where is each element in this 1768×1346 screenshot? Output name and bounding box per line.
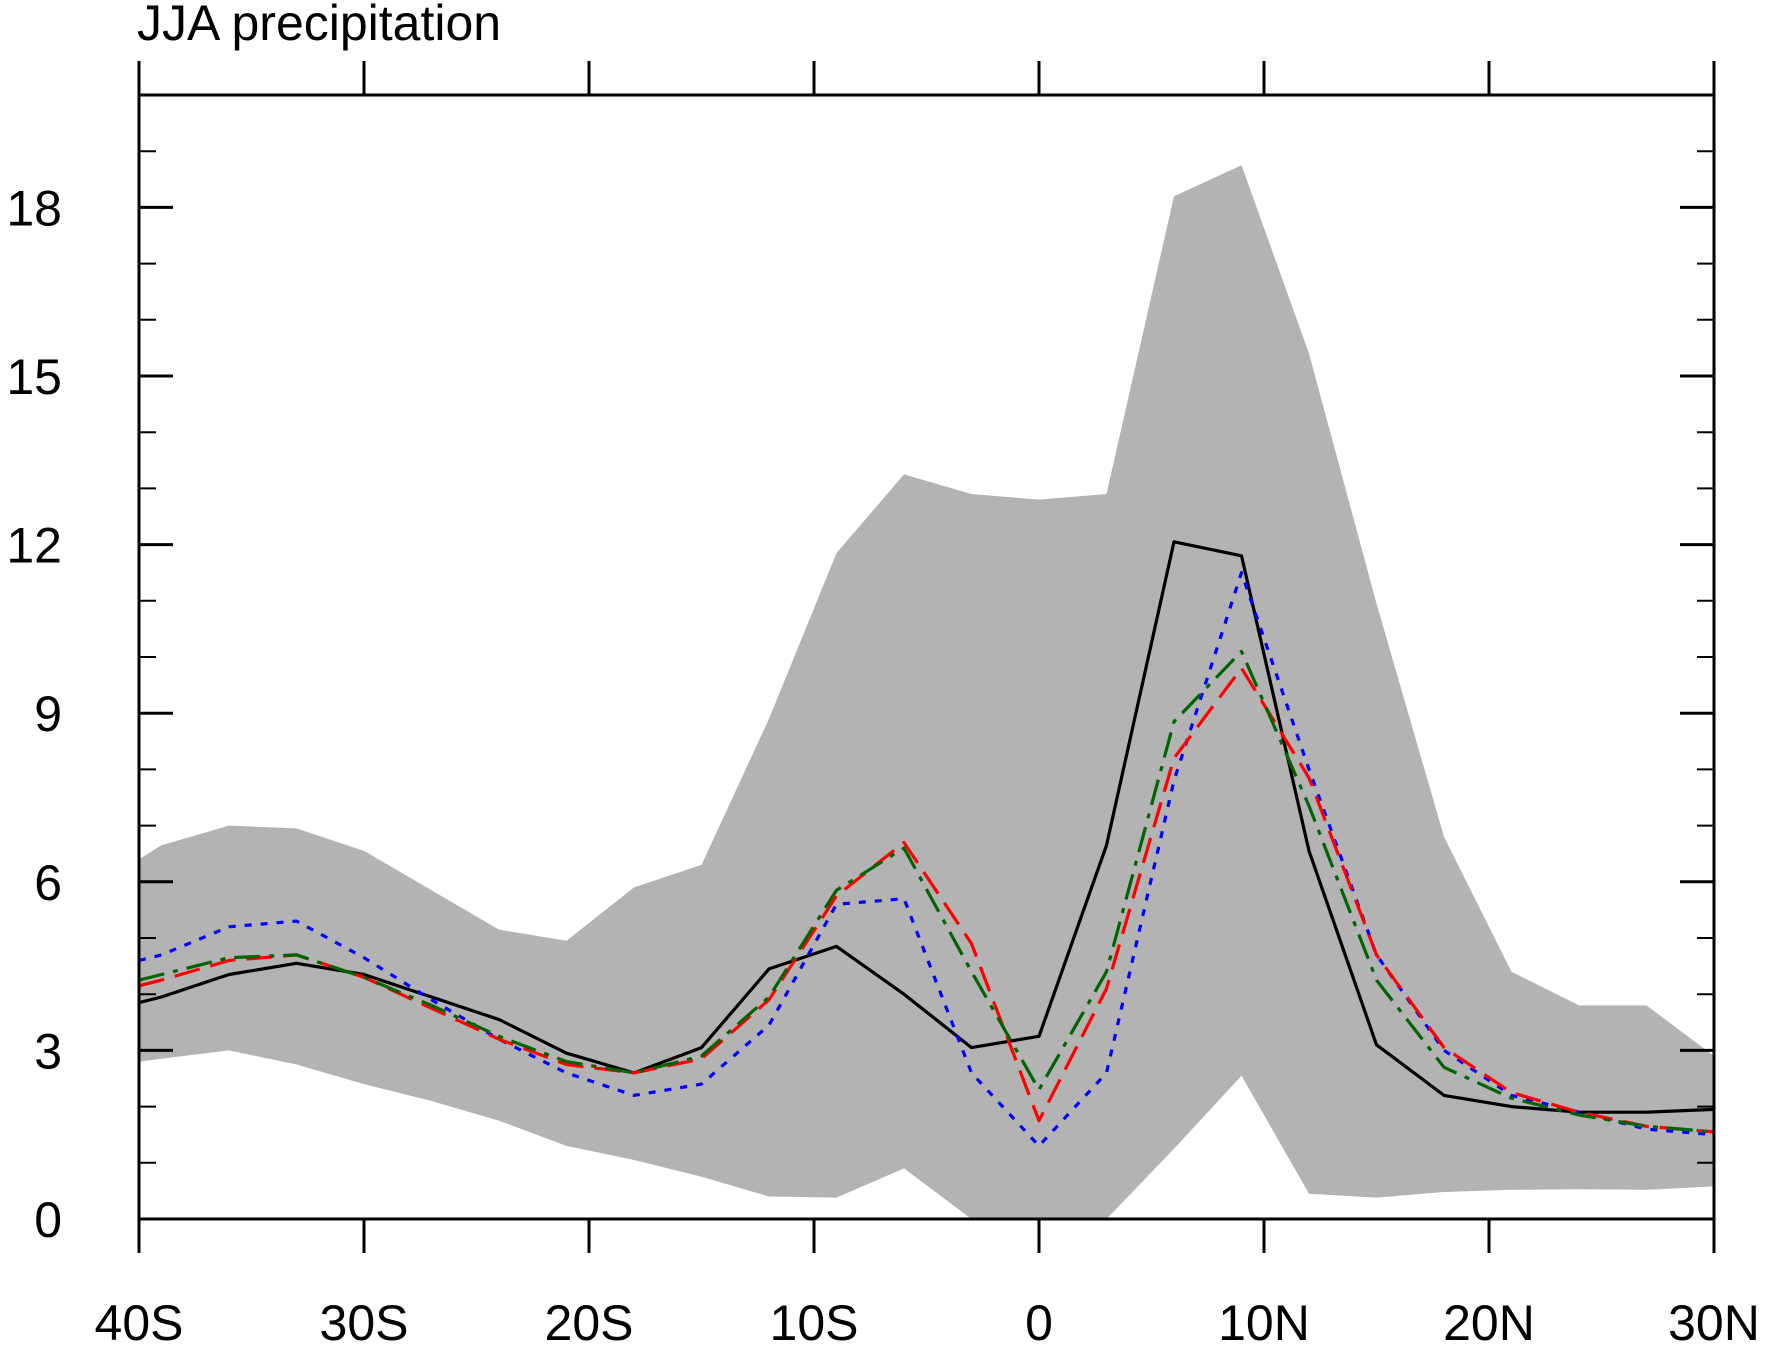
x-tick-label: 0	[1025, 1295, 1053, 1346]
y-tick-label: 12	[6, 518, 62, 574]
x-tick-label: 30S	[320, 1295, 409, 1346]
x-tick-label: 10N	[1218, 1295, 1310, 1346]
x-tick-label: 30N	[1668, 1295, 1760, 1346]
y-tick-label: 0	[34, 1192, 62, 1248]
series-line-2	[139, 571, 1714, 1148]
y-tick-label: 9	[34, 686, 62, 742]
plot-area: 40S 30S 20S 10S 0 10N 20N 30N 0 3 6 9 12 15 18	[6, 61, 1760, 1346]
x-tick-label: 40S	[95, 1295, 184, 1346]
y-tick-label: 6	[34, 855, 62, 911]
y-tick-label: 3	[34, 1023, 62, 1079]
x-tick-label: 10S	[770, 1295, 859, 1346]
y-tick-label: 18	[6, 180, 62, 236]
x-tick-label: 20S	[545, 1295, 634, 1346]
chart-title: JJA precipitation	[137, 0, 501, 51]
spread-band	[139, 165, 1714, 1219]
series-line-4	[139, 649, 1714, 1134]
y-tick-label: 15	[6, 349, 62, 405]
series-line-1	[139, 540, 1714, 1114]
x-tick-label: 20N	[1443, 1295, 1535, 1346]
